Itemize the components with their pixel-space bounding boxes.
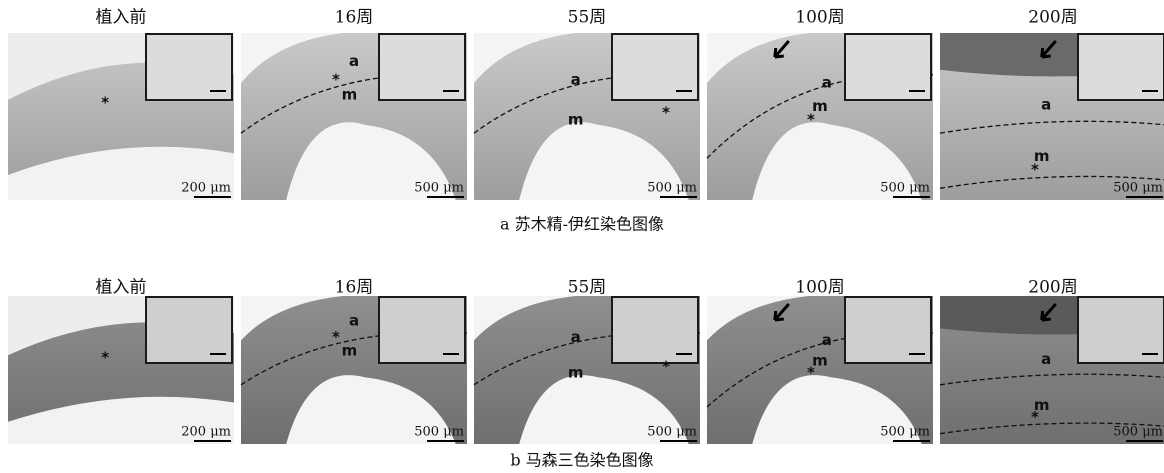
region-label: * xyxy=(1031,408,1039,426)
caption: b 马森三色染色图像 xyxy=(510,451,653,470)
region-label: * xyxy=(332,70,340,88)
scale-label: 500 μm xyxy=(414,181,464,196)
scale-label: 500 μm xyxy=(1113,181,1163,196)
panel-title: 植入前 xyxy=(96,278,147,298)
micrograph xyxy=(707,33,933,200)
region-label: m xyxy=(342,85,358,103)
panel-title: 200周 xyxy=(1028,278,1077,298)
scale-label: 500 μm xyxy=(647,425,697,440)
region-label: a xyxy=(822,331,832,349)
region-label: a xyxy=(349,312,359,330)
region-label: m xyxy=(342,341,358,359)
region-label: * xyxy=(662,358,670,376)
region-label: * xyxy=(101,94,109,112)
region-label: a xyxy=(1041,350,1051,368)
region-label: * xyxy=(662,104,670,122)
panel-title: 55周 xyxy=(568,278,607,298)
panel-title: 16周 xyxy=(335,278,374,298)
region-label: * xyxy=(807,110,815,128)
figure: 植入前200 μm*16周500 μma*m55周500 μmam*100周50… xyxy=(0,0,1164,473)
micrograph xyxy=(8,33,234,200)
micrograph xyxy=(940,296,1164,444)
scale-label: 500 μm xyxy=(880,425,930,440)
panel-title: 100周 xyxy=(795,8,844,28)
scale-label: 200 μm xyxy=(181,425,231,440)
region-label: m xyxy=(568,110,584,128)
region-label: m xyxy=(568,363,584,381)
panel-title: 55周 xyxy=(568,8,607,28)
scale-label: 200 μm xyxy=(181,181,231,196)
region-label: * xyxy=(1031,160,1039,178)
region-label: a xyxy=(822,74,832,92)
region-label: * xyxy=(807,363,815,381)
region-label: a xyxy=(571,328,581,346)
region-label: a xyxy=(571,70,581,88)
region-label: a xyxy=(349,52,359,70)
caption: a 苏木精-伊红染色图像 xyxy=(500,215,664,234)
micrograph xyxy=(707,296,933,444)
region-label: a xyxy=(1041,95,1051,113)
panel-title: 100周 xyxy=(795,278,844,298)
panel-title: 200周 xyxy=(1028,8,1077,28)
scale-label: 500 μm xyxy=(880,181,930,196)
region-label: * xyxy=(332,328,340,346)
panel-title: 16周 xyxy=(335,8,374,28)
scale-label: 500 μm xyxy=(647,181,697,196)
micrograph xyxy=(8,296,234,444)
scale-label: 500 μm xyxy=(414,425,464,440)
scale-label: 500 μm xyxy=(1113,425,1163,440)
panel-title: 植入前 xyxy=(96,8,147,28)
region-label: * xyxy=(101,349,109,367)
micrograph xyxy=(940,33,1164,200)
